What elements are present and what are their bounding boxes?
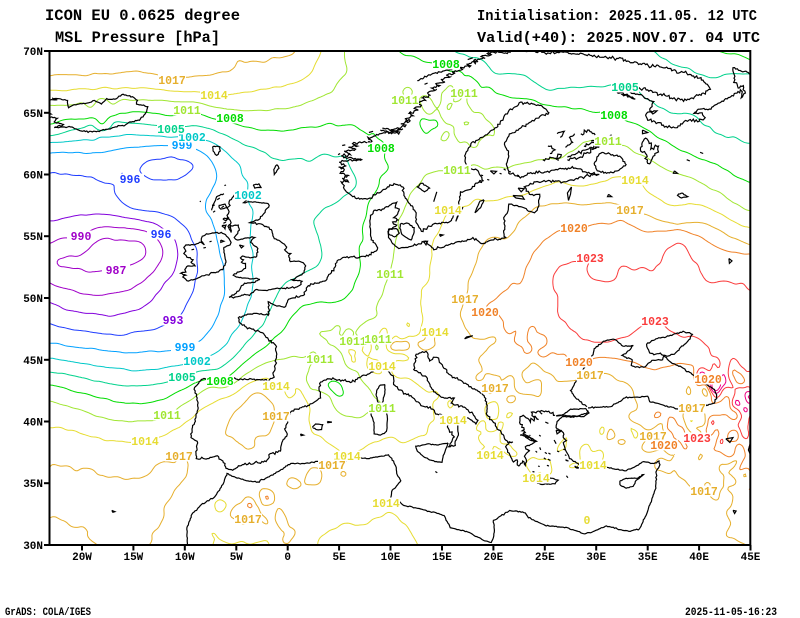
svg-text:1017: 1017 xyxy=(690,486,718,499)
svg-text:999: 999 xyxy=(175,342,196,355)
svg-text:GrADS: COLA/IGES: GrADS: COLA/IGES xyxy=(5,607,91,618)
svg-text:1008: 1008 xyxy=(432,59,460,72)
svg-text:990: 990 xyxy=(71,231,92,244)
svg-text:35E: 35E xyxy=(638,552,658,564)
svg-text:1008: 1008 xyxy=(216,113,244,126)
svg-text:1002: 1002 xyxy=(183,356,211,369)
svg-text:35N: 35N xyxy=(23,479,43,491)
svg-text:1014: 1014 xyxy=(522,473,550,486)
svg-text:ICON EU 0.0625 degree: ICON EU 0.0625 degree xyxy=(45,7,240,25)
svg-text:2025-11-05-16:23: 2025-11-05-16:23 xyxy=(685,607,777,618)
svg-text:0: 0 xyxy=(584,515,591,528)
svg-text:Initialisation: 2025.11.05. 12: Initialisation: 2025.11.05. 12 UTC xyxy=(477,8,757,25)
svg-text:1014: 1014 xyxy=(476,450,504,463)
svg-text:20E: 20E xyxy=(483,552,503,564)
svg-text:1023: 1023 xyxy=(641,316,669,329)
svg-text:40N: 40N xyxy=(23,418,43,430)
svg-text:1005: 1005 xyxy=(611,82,639,95)
svg-text:15E: 15E xyxy=(432,552,452,564)
svg-text:1020: 1020 xyxy=(565,357,593,370)
svg-text:1002: 1002 xyxy=(178,132,206,145)
svg-text:996: 996 xyxy=(120,174,141,187)
svg-text:1014: 1014 xyxy=(439,415,467,428)
svg-text:30N: 30N xyxy=(23,541,43,553)
svg-text:1017: 1017 xyxy=(234,514,262,527)
svg-text:1011: 1011 xyxy=(594,136,622,149)
svg-text:25E: 25E xyxy=(535,552,555,564)
svg-text:1020: 1020 xyxy=(471,307,499,320)
svg-text:1017: 1017 xyxy=(158,75,186,88)
svg-text:1023: 1023 xyxy=(683,433,711,446)
svg-text:5E: 5E xyxy=(332,552,346,564)
svg-text:1014: 1014 xyxy=(262,381,290,394)
svg-text:45N: 45N xyxy=(23,356,43,368)
svg-text:1014: 1014 xyxy=(421,327,449,340)
svg-text:5W: 5W xyxy=(230,552,244,564)
svg-text:1014: 1014 xyxy=(200,90,228,103)
svg-text:1014: 1014 xyxy=(368,361,396,374)
svg-text:1002: 1002 xyxy=(234,190,262,203)
svg-text:1011: 1011 xyxy=(364,334,392,347)
svg-text:1011: 1011 xyxy=(306,354,334,367)
svg-text:65N: 65N xyxy=(23,109,43,121)
svg-text:1008: 1008 xyxy=(600,110,628,123)
svg-text:20W: 20W xyxy=(72,552,92,564)
svg-text:1011: 1011 xyxy=(443,165,471,178)
svg-text:1014: 1014 xyxy=(131,436,159,449)
svg-text:1005: 1005 xyxy=(157,124,185,137)
svg-text:0: 0 xyxy=(284,552,291,564)
svg-text:1017: 1017 xyxy=(451,294,479,307)
svg-text:1017: 1017 xyxy=(165,451,193,464)
svg-text:987: 987 xyxy=(106,265,127,278)
svg-text:1011: 1011 xyxy=(153,410,181,423)
svg-text:1011: 1011 xyxy=(368,403,396,416)
svg-text:1017: 1017 xyxy=(616,205,644,218)
svg-text:1005: 1005 xyxy=(168,372,196,385)
svg-text:993: 993 xyxy=(163,315,184,328)
svg-text:10W: 10W xyxy=(175,552,195,564)
svg-text:1017: 1017 xyxy=(678,403,706,416)
svg-text:1014: 1014 xyxy=(372,498,400,511)
svg-text:999: 999 xyxy=(172,140,193,153)
svg-text:1011: 1011 xyxy=(339,336,367,349)
svg-text:1023: 1023 xyxy=(576,253,604,266)
svg-text:55N: 55N xyxy=(23,232,43,244)
svg-text:1020: 1020 xyxy=(650,440,678,453)
svg-text:1014: 1014 xyxy=(434,205,462,218)
svg-text:MSL Pressure [hPa]: MSL Pressure [hPa] xyxy=(55,29,220,47)
svg-text:60N: 60N xyxy=(23,171,43,183)
svg-text:1008: 1008 xyxy=(206,376,234,389)
svg-text:1017: 1017 xyxy=(262,411,290,424)
svg-text:40E: 40E xyxy=(689,552,709,564)
svg-text:1017: 1017 xyxy=(318,460,346,473)
svg-text:15W: 15W xyxy=(123,552,143,564)
svg-text:30E: 30E xyxy=(586,552,606,564)
svg-text:1020: 1020 xyxy=(560,223,588,236)
svg-text:1020: 1020 xyxy=(694,374,722,387)
svg-text:10E: 10E xyxy=(381,552,401,564)
svg-text:996: 996 xyxy=(151,229,172,242)
svg-text:1011: 1011 xyxy=(173,105,201,118)
svg-text:1011: 1011 xyxy=(376,269,404,282)
svg-text:50N: 50N xyxy=(23,294,43,306)
svg-text:1014: 1014 xyxy=(621,175,649,188)
svg-text:1011: 1011 xyxy=(450,88,478,101)
svg-text:Valid(+40): 2025.NOV.07. 04 UT: Valid(+40): 2025.NOV.07. 04 UTC xyxy=(477,30,760,47)
svg-text:70N: 70N xyxy=(23,47,43,59)
svg-text:1008: 1008 xyxy=(367,143,395,156)
svg-text:1017: 1017 xyxy=(481,383,509,396)
svg-text:1017: 1017 xyxy=(576,370,604,383)
svg-text:45E: 45E xyxy=(741,552,761,564)
svg-text:1011: 1011 xyxy=(391,95,419,108)
svg-text:1014: 1014 xyxy=(579,460,607,473)
